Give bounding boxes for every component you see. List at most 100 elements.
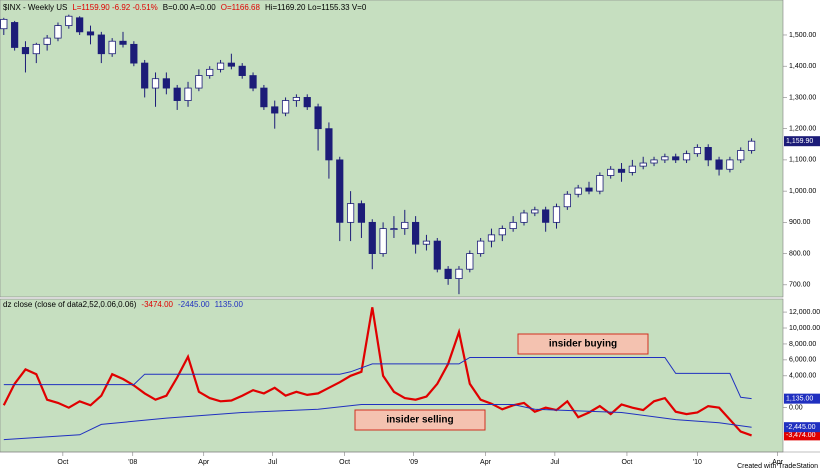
annotation: insider selling (386, 415, 453, 426)
candle-body (281, 100, 290, 114)
candle-body (173, 87, 181, 101)
candle-body (54, 25, 62, 39)
x-tick-label: Jul (268, 459, 277, 466)
candle-body (520, 212, 528, 223)
candle-body (0, 18, 8, 30)
y-tick-label: 0.00 (789, 405, 803, 412)
candle-body (422, 240, 431, 245)
x-tick-label: Oct (339, 459, 350, 466)
candle-body (292, 97, 301, 101)
indicator-line (2, 307, 752, 437)
x-tick-label: Apr (480, 459, 492, 466)
header-item: O=1166.68 (221, 3, 261, 12)
candle-body (195, 75, 203, 89)
candle-body (704, 147, 712, 161)
candle-body (509, 221, 517, 230)
header-item: -2445.00 (178, 300, 210, 309)
candle-body (552, 206, 561, 223)
last-value-label: -2,445.00 (786, 424, 816, 431)
candle-body (390, 228, 398, 231)
candle-body (628, 165, 636, 173)
candle-body (401, 221, 409, 230)
plot-layer (0, 14, 756, 295)
candle-body (336, 159, 344, 223)
x-tick-label: Apr (198, 459, 210, 466)
price-label: 1,159.90 (786, 138, 813, 145)
candle-body (661, 156, 669, 161)
y-tick-label: 8,000.00 (789, 341, 816, 348)
footer: Created with TradeStation (737, 463, 818, 470)
candle-body (498, 228, 506, 236)
price-panel (0, 0, 784, 298)
candle-body (151, 78, 160, 89)
candle-body (108, 40, 116, 55)
x-tick-label: Oct (57, 459, 68, 466)
candle-body (216, 62, 225, 70)
candle-body (542, 209, 550, 223)
header-item: $INX - Weekly US (3, 3, 67, 12)
candle-body (531, 209, 539, 214)
candle-body (563, 193, 571, 208)
candle-body (455, 268, 463, 279)
candle-body (184, 87, 192, 101)
candle-body (672, 156, 680, 161)
candle-body (206, 68, 214, 76)
x-tick-label: Oct (621, 459, 632, 466)
candle-body (444, 268, 452, 279)
y-tick-label: 900.00 (789, 219, 811, 226)
last-value-box (784, 422, 820, 433)
y-tick-label: 1,400.00 (789, 63, 816, 70)
y-tick-label: 6,000.00 (789, 357, 816, 364)
y-tick-label: 1,500.00 (789, 32, 816, 39)
candle-body (357, 203, 366, 223)
candle-body (119, 40, 127, 45)
candle-body (617, 168, 626, 173)
y-tick-label: 12,000.00 (789, 309, 820, 316)
header-item: B=0.00 A=0.00 (163, 3, 216, 12)
candle-body (650, 159, 658, 164)
candle-body (249, 75, 257, 89)
candle-body (737, 150, 745, 161)
last-value-label: 1,135.00 (786, 395, 813, 402)
y-tick-label: 1,000.00 (789, 188, 816, 195)
price-label-box (784, 136, 820, 147)
y-tick-label: 4,000.00 (789, 373, 816, 380)
annotation: insider buying (549, 339, 617, 350)
y-tick-label: 800.00 (789, 250, 811, 257)
candle-body (585, 187, 593, 192)
candle-body (32, 43, 40, 55)
band-line (3, 404, 752, 441)
candle-body (433, 240, 441, 270)
candle-body (11, 22, 19, 48)
header-item: L=1159.90 -6.92 -0.51% (72, 3, 157, 12)
candle-body (346, 203, 355, 223)
candle-body (162, 78, 170, 89)
x-tick-label: '10 (693, 459, 702, 466)
candle-body (574, 187, 582, 195)
x-tick-label: '09 (409, 459, 418, 466)
annotation-box (354, 409, 486, 431)
y-tick-label: 1,200.00 (789, 126, 816, 133)
plot-layer (2, 307, 752, 441)
candle-body (43, 37, 51, 45)
header-item: dz close (close of data2,52,0.06,0.06) (3, 300, 137, 309)
candle-body (487, 234, 496, 242)
candle-body (466, 253, 474, 270)
last-value-box (784, 430, 820, 441)
candle-body (596, 175, 604, 192)
panel-header: $INX - Weekly US L=1159.90 -6.92 -0.51% B=… (3, 3, 367, 12)
candle-body (238, 65, 246, 76)
x-tick-label: Jul (550, 459, 559, 466)
candle-body (271, 106, 279, 114)
x-tick-label: Apr (772, 459, 784, 466)
candle-body (412, 221, 420, 245)
candle-body (260, 87, 268, 108)
candle-body (303, 97, 311, 108)
candle-body (227, 62, 235, 67)
annotation-box (517, 333, 649, 355)
header-item: -3474.00 (141, 300, 173, 309)
candle-body (65, 15, 73, 27)
header-item: 1135.00 (215, 300, 244, 309)
candle-body (379, 228, 387, 254)
